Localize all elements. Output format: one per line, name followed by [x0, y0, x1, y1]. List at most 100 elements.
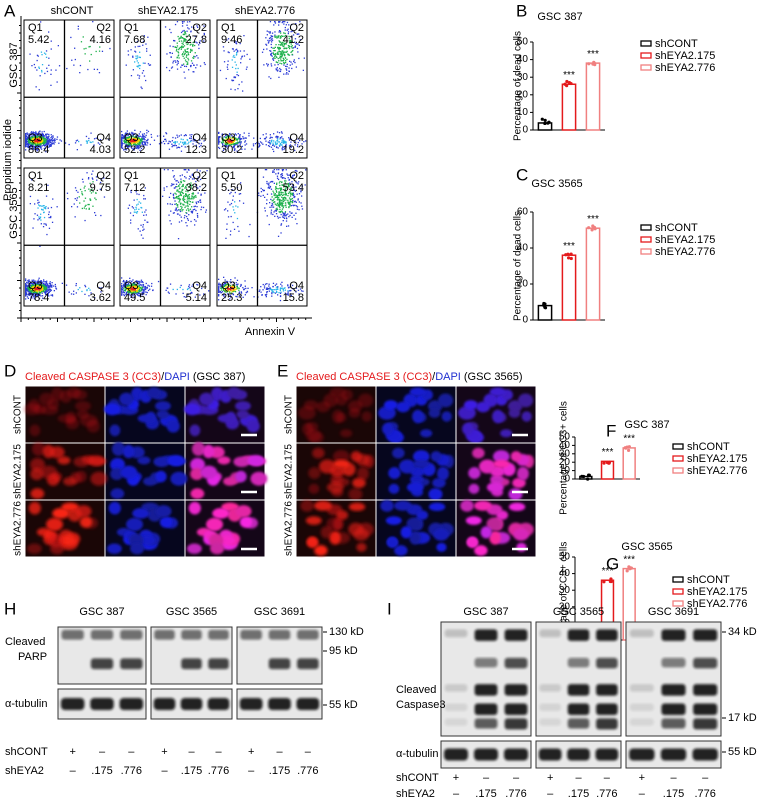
- lane-condition: +: [248, 746, 254, 758]
- flow-event: [282, 140, 283, 141]
- flow-event: [282, 175, 283, 176]
- flow-event: [259, 291, 260, 292]
- flow-event: [177, 51, 178, 52]
- band: [120, 658, 142, 669]
- significance: ***: [563, 70, 575, 81]
- flow-event: [265, 138, 266, 139]
- flow-event: [166, 140, 167, 141]
- flow-event: [293, 61, 294, 62]
- replicate-dot: [566, 253, 569, 256]
- cell-cc3: [43, 445, 55, 458]
- flow-event: [70, 37, 71, 38]
- flow-event: [272, 59, 273, 60]
- header-part: DAPI: [435, 371, 461, 383]
- flow-event: [271, 213, 272, 214]
- legend-label: shCONT: [687, 441, 730, 453]
- flow-event: [25, 287, 26, 288]
- panel-label: F: [606, 421, 616, 440]
- flow-event: [71, 60, 72, 61]
- flow-event: [180, 209, 181, 210]
- flow-event: [170, 284, 171, 285]
- flow-event: [187, 48, 188, 49]
- flow-event: [109, 48, 110, 49]
- flow-event: [184, 199, 185, 200]
- flow-event: [94, 69, 95, 70]
- flow-event: [279, 31, 280, 32]
- flow-event: [292, 201, 293, 202]
- flow-event: [85, 205, 86, 206]
- flow-event: [268, 142, 269, 143]
- flow-event: [178, 201, 179, 202]
- flow-event: [208, 290, 209, 291]
- bar: [562, 84, 575, 130]
- flow-event: [46, 50, 47, 51]
- flow-event: [251, 149, 252, 150]
- cell-cc3: [27, 543, 42, 553]
- flow-event: [278, 147, 279, 148]
- flow-event: [281, 142, 282, 143]
- flow-event: [52, 198, 53, 199]
- flow-event: [90, 142, 91, 143]
- flow-event: [269, 146, 270, 147]
- flow-event: [38, 202, 39, 203]
- flow-event: [237, 88, 238, 89]
- replicate-dot: [627, 449, 630, 452]
- flow-event: [290, 199, 291, 200]
- flow-event: [277, 37, 278, 38]
- flow-event: [182, 31, 183, 32]
- flow-event: [95, 215, 96, 216]
- flow-event: [267, 291, 268, 292]
- flow-event: [290, 195, 291, 196]
- flow-event: [237, 206, 238, 207]
- flow-event: [85, 198, 86, 199]
- group-label: GSC 387: [463, 606, 508, 618]
- band: [208, 658, 229, 669]
- flow-event: [273, 140, 274, 141]
- flow-event: [172, 62, 173, 63]
- flow-event: [73, 65, 74, 66]
- flow-event: [262, 52, 263, 53]
- flow-event: [45, 288, 46, 289]
- flow-event: [174, 179, 175, 180]
- band: [181, 658, 202, 669]
- flow-event: [180, 141, 181, 142]
- flow-event: [90, 46, 91, 47]
- flow-event: [83, 181, 84, 182]
- flow-event: [57, 136, 58, 137]
- flow-event: [46, 234, 47, 235]
- flow-event: [40, 75, 41, 76]
- flow-event: [77, 140, 78, 141]
- flow-event: [298, 58, 299, 59]
- flow-event: [167, 169, 168, 170]
- flow-event: [218, 295, 219, 296]
- flow-event: [185, 212, 186, 213]
- cell-merge: [240, 517, 252, 528]
- flow-event: [191, 49, 192, 50]
- flow-event: [43, 288, 44, 289]
- flow-event: [271, 193, 272, 194]
- flow-event: [280, 32, 281, 33]
- flow-event: [147, 285, 148, 286]
- flow-event: [146, 51, 147, 52]
- flow-event: [164, 190, 165, 191]
- flow-event: [140, 225, 141, 226]
- flow-event: [75, 142, 76, 143]
- flow-event: [87, 204, 88, 205]
- cell-dapi: [394, 501, 412, 511]
- flow-event: [190, 65, 191, 66]
- flow-event: [195, 195, 196, 196]
- flow-event: [177, 64, 178, 65]
- flow-event: [223, 277, 224, 278]
- band: [208, 698, 230, 710]
- flow-event: [271, 39, 272, 40]
- cell-merge: [218, 414, 236, 423]
- flow-event: [290, 65, 291, 66]
- flow-event: [41, 52, 42, 53]
- replicate-dot: [570, 257, 573, 260]
- flow-event: [265, 141, 266, 142]
- flow-event: [266, 137, 267, 138]
- flow-event: [183, 56, 184, 57]
- replicate-dot: [586, 478, 589, 481]
- band: [268, 698, 291, 710]
- flow-event: [25, 283, 26, 284]
